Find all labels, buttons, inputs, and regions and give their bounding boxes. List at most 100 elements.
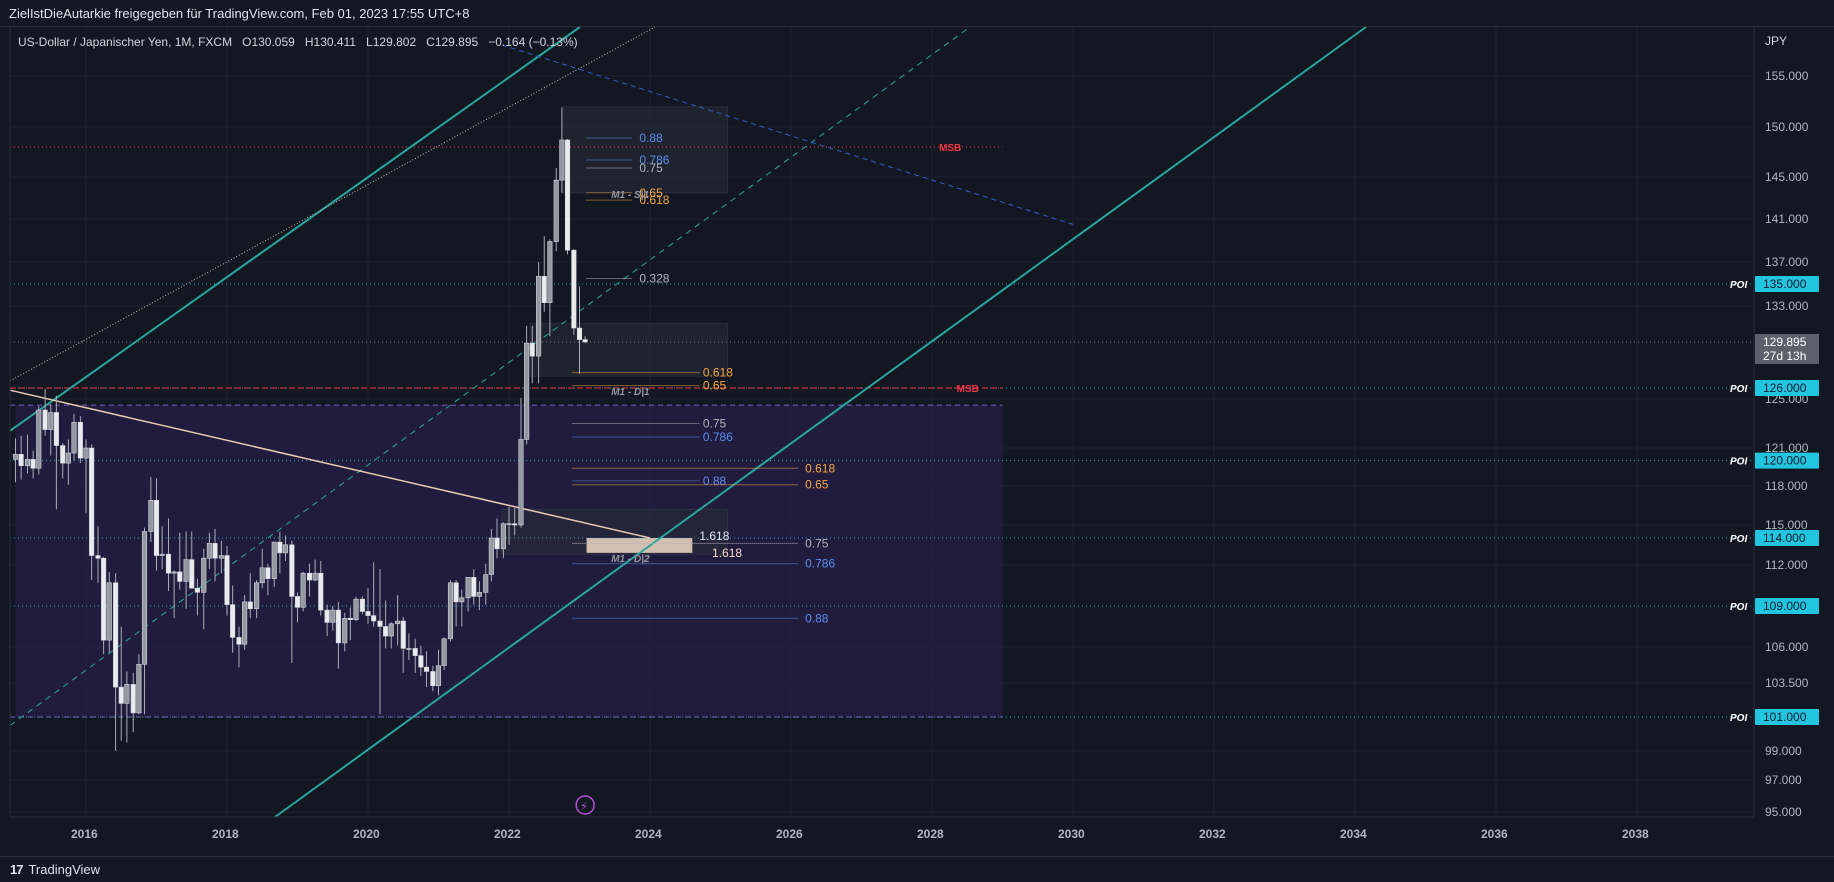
time-tick-label: 2020 <box>353 827 380 841</box>
candle <box>430 671 436 687</box>
close-label: C <box>426 35 435 49</box>
candle <box>529 342 535 357</box>
candle <box>141 531 148 665</box>
price-tick-label: 103.500 <box>1765 676 1809 690</box>
supply-box-s1 <box>561 106 729 194</box>
candle <box>254 582 260 610</box>
candle <box>95 555 101 559</box>
candle <box>189 559 195 589</box>
candle <box>342 617 348 644</box>
zone-label: M1 - S|1 <box>611 190 649 201</box>
zone-label: M1 - D|1 <box>611 387 650 398</box>
candle <box>324 609 330 623</box>
candle <box>101 557 107 641</box>
poi-price-value: 101.000 <box>1763 710 1807 724</box>
candle <box>60 445 66 464</box>
candle <box>236 637 242 645</box>
candle <box>24 459 31 467</box>
candle <box>83 447 89 459</box>
fib-label: 0.75 <box>703 417 727 431</box>
lightning-icon <box>575 795 595 815</box>
poi-price-badge <box>1755 530 1819 546</box>
candle <box>476 592 482 597</box>
price-tick-label: 155.000 <box>1765 69 1809 83</box>
candle <box>453 582 459 603</box>
fib-label: 0.88 <box>639 131 663 145</box>
candle <box>553 179 559 242</box>
candle <box>564 139 571 251</box>
low-value: 129.802 <box>372 35 417 49</box>
time-tick-label: 2028 <box>917 827 944 841</box>
lightning-icon: ⚡ <box>580 801 588 813</box>
low-label: L <box>366 35 373 49</box>
msb-label: MSB <box>957 384 979 395</box>
time-tick-label: 2034 <box>1340 827 1367 841</box>
candle <box>294 596 301 608</box>
open-value: 130.059 <box>251 35 295 49</box>
current-price-value: 129.895 <box>1763 335 1807 349</box>
price-tick-label: 137.000 <box>1765 255 1809 269</box>
channel-upper-line <box>9 26 581 432</box>
candle <box>306 572 313 581</box>
fib-label: 0.618 <box>703 366 733 380</box>
candle <box>53 412 59 446</box>
time-tick-label: 2038 <box>1622 827 1649 841</box>
candle <box>289 544 295 597</box>
current-price-badge <box>1755 334 1819 364</box>
candle <box>423 666 430 672</box>
resistance-trend-line <box>501 44 1074 225</box>
poi-price-badge <box>1755 598 1819 614</box>
fib-label: 0.786 <box>703 430 733 444</box>
fib-label: 0.786 <box>639 153 669 167</box>
symbol-legend: US-Dollar / Japanischer Yen, 1M, FXCM O1… <box>18 35 578 49</box>
candle <box>483 574 489 593</box>
time-tick-label: 2022 <box>494 827 521 841</box>
channel-lower-line <box>274 26 1367 818</box>
candle <box>330 609 336 623</box>
candle <box>212 543 218 559</box>
time-tick-label: 2016 <box>71 827 98 841</box>
candle <box>400 620 406 649</box>
price-tick-label: 97.000 <box>1765 773 1802 787</box>
candle <box>582 339 588 343</box>
demand-box-d1 <box>529 322 729 377</box>
candle <box>224 555 230 605</box>
time-tick-label: 2018 <box>212 827 239 841</box>
poi-label: POI <box>1730 384 1747 395</box>
candle <box>388 623 394 637</box>
poi-label: POI <box>1730 534 1747 545</box>
candle <box>559 139 565 181</box>
candle <box>218 555 224 559</box>
price-tick-label: 115.000 <box>1765 518 1808 532</box>
tradingview-brand[interactable]: 17 TradingView <box>10 862 100 877</box>
candle <box>300 572 306 608</box>
high-label: H <box>304 35 314 49</box>
close-value: 129.895 <box>434 35 479 49</box>
candle <box>418 655 424 668</box>
candle <box>500 523 506 550</box>
candle <box>230 604 236 638</box>
open-label: O <box>242 35 252 49</box>
poi-price-value: 135.000 <box>1763 277 1807 291</box>
poi-label: POI <box>1730 280 1747 291</box>
poi-price-badge <box>1755 380 1819 396</box>
candle <box>242 601 248 645</box>
candle <box>347 617 353 620</box>
candle <box>282 544 289 554</box>
extension-box <box>586 538 693 553</box>
time-tick-label: 2032 <box>1199 827 1226 841</box>
candle <box>206 543 212 559</box>
time-tick-label: 2030 <box>1058 827 1085 841</box>
fib-label: 0.75 <box>639 161 663 175</box>
candle <box>335 609 341 644</box>
candle <box>512 523 518 526</box>
fib-label: 0.75 <box>805 536 829 550</box>
candle <box>406 648 412 650</box>
fib-label: 0.618 <box>805 461 835 475</box>
candle <box>89 447 95 556</box>
candle <box>130 684 136 714</box>
candle <box>48 412 54 430</box>
fib-label: 0.88 <box>703 474 727 488</box>
attribution-bar: ZielIstDieAutarkie freigegeben für Tradi… <box>0 0 1834 27</box>
